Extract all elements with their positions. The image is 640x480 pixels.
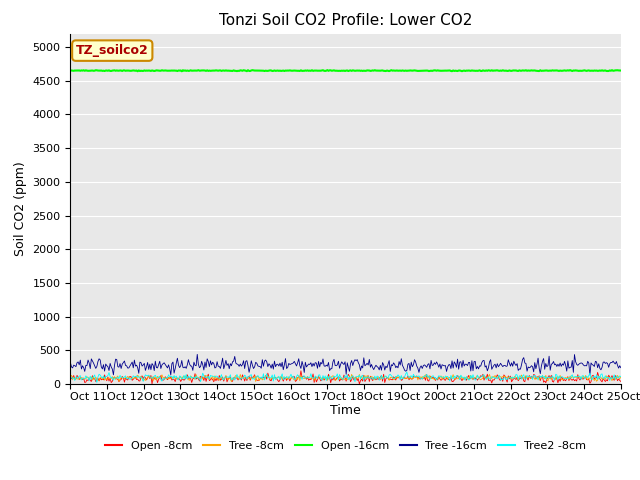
Tree -8cm	[228, 379, 236, 384]
Tree -16cm	[617, 365, 625, 371]
Tree -16cm	[193, 351, 201, 357]
Open -8cm	[606, 374, 614, 380]
X-axis label: Time: Time	[330, 405, 361, 418]
Tree2 -8cm	[520, 372, 527, 378]
Tree -16cm	[67, 360, 74, 365]
Tree -8cm	[367, 374, 374, 380]
Tree -8cm	[348, 372, 355, 377]
Tree2 -8cm	[403, 369, 411, 375]
Y-axis label: Soil CO2 (ppm): Soil CO2 (ppm)	[14, 161, 27, 256]
Tree2 -8cm	[329, 375, 337, 381]
Open -16cm	[617, 68, 625, 73]
Tree -16cm	[332, 363, 340, 369]
Tree -16cm	[365, 357, 373, 362]
Open -16cm	[67, 68, 74, 73]
Open -16cm	[566, 67, 574, 73]
Tree2 -8cm	[396, 373, 403, 379]
Tree2 -8cm	[606, 378, 614, 384]
Open -16cm	[396, 68, 403, 73]
Open -8cm	[396, 374, 404, 380]
Open -16cm	[329, 68, 337, 73]
Open -8cm	[297, 368, 305, 374]
Open -16cm	[178, 68, 186, 74]
Tree2 -8cm	[332, 373, 340, 379]
Text: TZ_soilco2: TZ_soilco2	[76, 44, 148, 57]
Tree -16cm	[519, 357, 527, 362]
Open -16cm	[519, 68, 527, 73]
Tree -8cm	[617, 374, 625, 380]
Open -16cm	[606, 68, 614, 73]
Line: Open -8cm: Open -8cm	[70, 371, 621, 384]
Tree -16cm	[396, 359, 403, 364]
Line: Tree2 -8cm: Tree2 -8cm	[70, 372, 621, 383]
Open -8cm	[329, 377, 337, 383]
Open -16cm	[332, 68, 340, 73]
Open -8cm	[367, 373, 374, 379]
Open -8cm	[617, 379, 625, 384]
Tree2 -8cm	[617, 374, 625, 380]
Open -8cm	[332, 376, 340, 382]
Open -16cm	[365, 68, 373, 73]
Line: Tree -8cm: Tree -8cm	[70, 374, 621, 382]
Legend: Open -8cm, Tree -8cm, Open -16cm, Tree -16cm, Tree2 -8cm: Open -8cm, Tree -8cm, Open -16cm, Tree -…	[101, 437, 590, 456]
Tree -8cm	[67, 374, 74, 380]
Tree -8cm	[520, 375, 527, 381]
Tree -16cm	[586, 372, 594, 378]
Open -8cm	[520, 378, 527, 384]
Tree -8cm	[396, 375, 404, 381]
Tree -16cm	[606, 361, 614, 367]
Tree -8cm	[606, 375, 614, 381]
Tree -16cm	[329, 359, 337, 365]
Open -8cm	[356, 381, 364, 387]
Open -8cm	[67, 375, 74, 381]
Tree -8cm	[332, 377, 340, 383]
Tree2 -8cm	[365, 375, 373, 381]
Line: Open -16cm: Open -16cm	[70, 70, 621, 71]
Line: Tree -16cm: Tree -16cm	[70, 354, 621, 375]
Tree2 -8cm	[67, 375, 74, 381]
Tree -8cm	[329, 373, 337, 379]
Title: Tonzi Soil CO2 Profile: Lower CO2: Tonzi Soil CO2 Profile: Lower CO2	[219, 13, 472, 28]
Tree2 -8cm	[93, 380, 100, 385]
